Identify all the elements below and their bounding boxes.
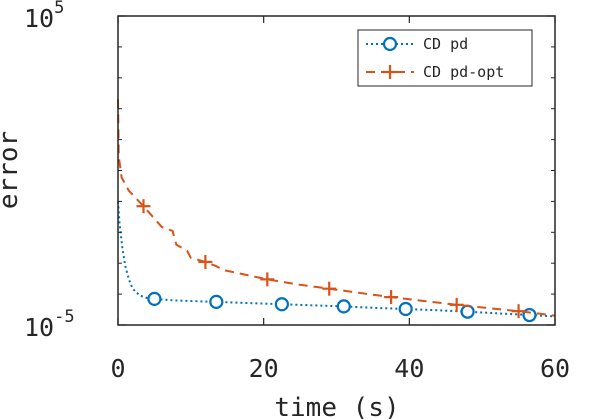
series-1 (117, 201, 556, 323)
y-tick-label-exponent: -5 (54, 307, 74, 327)
series-1-marker-5 (398, 301, 413, 317)
y-tick-label-base: 10 (24, 4, 54, 33)
series-1-marker-2 (209, 294, 224, 309)
series-2-marker-1 (136, 199, 151, 214)
x-tick-label: 40 (394, 354, 424, 383)
series-2-marker-4 (322, 281, 337, 296)
x-tick-label: 0 (110, 354, 125, 383)
x-tick-label: 60 (540, 354, 570, 383)
y-axis-label: error (0, 131, 24, 209)
legend-marker-1 (382, 36, 398, 52)
x-tick-label: 20 (249, 354, 279, 383)
series-2-marker-2 (198, 254, 213, 269)
series-2-marker-7 (511, 304, 526, 319)
y-tick-label-exponent: 5 (54, 0, 64, 18)
legend-label-1: CD pd (423, 35, 468, 53)
series-1-line (117, 201, 556, 318)
legend: CD pd CD pd-opt (357, 29, 533, 87)
y-tick-label: 10-5 (24, 307, 75, 342)
series-2-marker-6 (449, 297, 464, 312)
y-tick-label: 105 (24, 0, 64, 33)
series-1-marker-6 (460, 304, 475, 319)
series-2 (117, 99, 556, 319)
y-tick-label-base: 10 (24, 313, 54, 342)
legend-label-2: CD pd-opt (423, 63, 504, 81)
x-axis-label: time (s) (274, 393, 399, 419)
series-1-marker-1 (147, 291, 162, 306)
series-2-line (117, 99, 556, 317)
series-1-marker-4 (336, 299, 351, 314)
legend-marker-2 (383, 65, 397, 79)
series-2-marker-3 (260, 272, 275, 287)
series-2-marker-5 (384, 290, 399, 305)
series-1-marker-3 (274, 297, 289, 312)
